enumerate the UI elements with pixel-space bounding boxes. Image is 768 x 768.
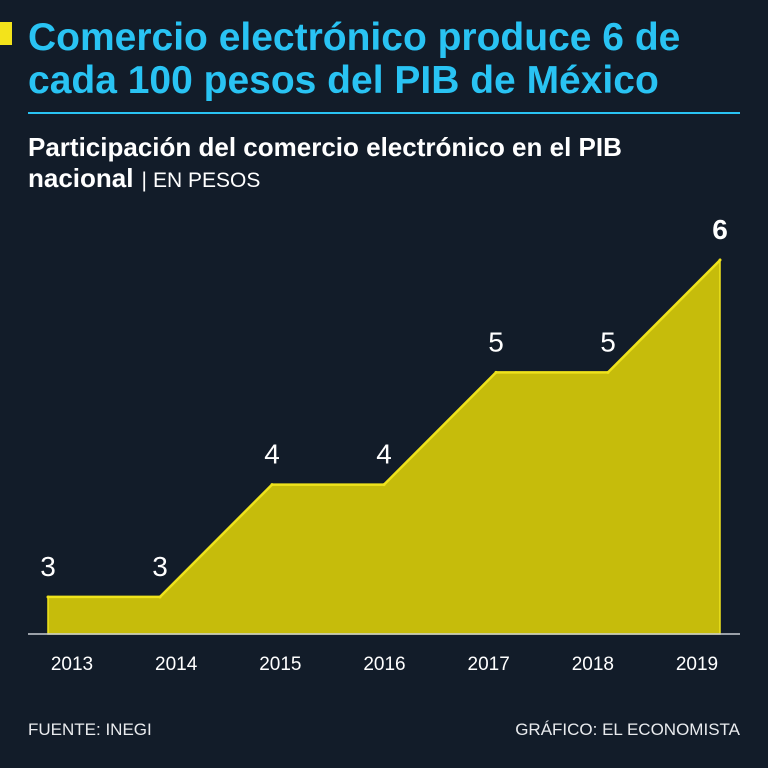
data-point bbox=[382, 483, 386, 487]
x-tick-label: 2019 bbox=[676, 654, 718, 675]
data-label: 4 bbox=[264, 439, 280, 470]
chart-subtitle: Participación del comercio electrónico e… bbox=[28, 132, 688, 196]
x-tick-label: 2015 bbox=[259, 654, 301, 675]
data-label: 5 bbox=[600, 326, 616, 357]
title-divider bbox=[28, 112, 740, 114]
data-point bbox=[158, 595, 162, 599]
source-note: FUENTE: INEGI bbox=[28, 720, 152, 739]
data-label: 5 bbox=[488, 326, 504, 357]
x-tick-label: 2014 bbox=[155, 654, 198, 675]
data-point bbox=[494, 370, 498, 374]
data-point bbox=[718, 258, 722, 262]
data-points bbox=[46, 258, 722, 599]
subtitle-unit: EN PESOS bbox=[152, 169, 261, 192]
credit-note: GRÁFICO: EL ECONOMISTA bbox=[515, 720, 740, 739]
data-label: 4 bbox=[376, 439, 392, 470]
x-tick-label: 2016 bbox=[363, 654, 405, 675]
x-tick-label: 2017 bbox=[468, 654, 510, 675]
x-tick-label: 2018 bbox=[572, 654, 614, 675]
title-marker bbox=[0, 22, 12, 45]
data-point bbox=[46, 595, 50, 599]
data-label: 3 bbox=[152, 551, 168, 582]
data-label: 6 bbox=[712, 214, 728, 245]
area-chart: 3 3 4 4 5 5 6 2013 2014 2015 2016 2017 2018 2019 bbox=[28, 214, 740, 675]
data-point bbox=[606, 370, 610, 374]
page-title: Comercio electrónico produce 6 de cada 1… bbox=[28, 16, 681, 102]
subtitle-text: Participación del comercio electrónico e… bbox=[28, 132, 622, 193]
subtitle-separator: | bbox=[141, 169, 147, 192]
data-label: 3 bbox=[40, 551, 56, 582]
data-point bbox=[270, 483, 274, 487]
data-labels: 3 3 4 4 5 5 6 bbox=[40, 214, 728, 582]
x-tick-labels: 2013 2014 2015 2016 2017 2018 2019 bbox=[51, 654, 718, 675]
x-tick-label: 2013 bbox=[51, 654, 93, 675]
